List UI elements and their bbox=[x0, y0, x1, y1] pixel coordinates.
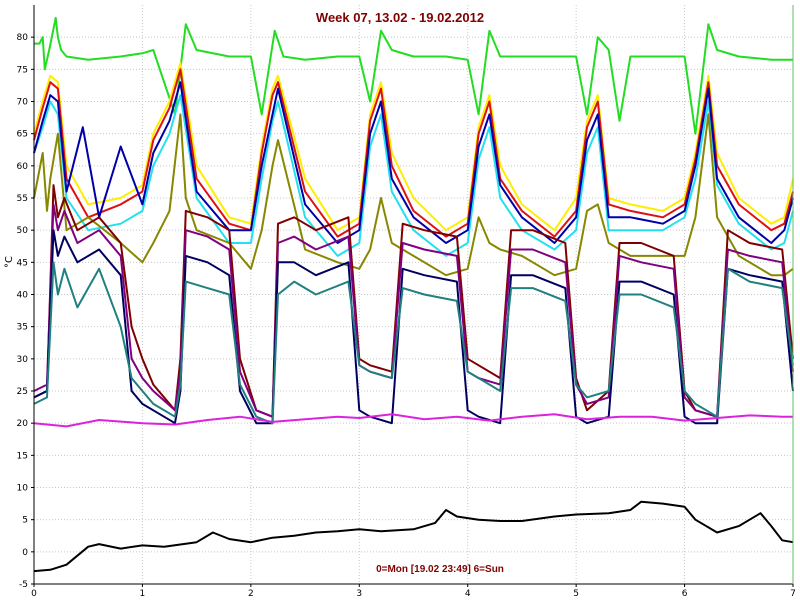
y-tick-label: 55 bbox=[17, 194, 28, 204]
series-line-7 bbox=[33, 184, 794, 418]
x-axis-label: 0=Mon [19.02 23:49] 6=Sun bbox=[376, 564, 504, 575]
y-tick-label: 0 bbox=[22, 548, 28, 558]
x-tick-label: 2 bbox=[248, 589, 254, 599]
series-line-1 bbox=[34, 16, 793, 135]
y-tick-label: 20 bbox=[17, 419, 29, 429]
y-tick-label: 15 bbox=[17, 451, 28, 461]
x-tick-label: 4 bbox=[465, 589, 471, 599]
y-tick-label: 40 bbox=[17, 291, 29, 301]
y-tick-label: 45 bbox=[17, 258, 28, 268]
series-line-11 bbox=[33, 413, 793, 428]
x-tick-label: 6 bbox=[682, 589, 688, 599]
y-tick-label: 5 bbox=[22, 516, 28, 526]
series-line-10 bbox=[33, 261, 794, 425]
y-tick-label: 30 bbox=[17, 355, 29, 365]
series-line-6 bbox=[33, 113, 794, 277]
series-line-3 bbox=[33, 68, 794, 238]
chart-title: Week 07, 13.02 - 19.02.2012 bbox=[316, 10, 484, 25]
series-line-5 bbox=[33, 81, 794, 244]
x-tick-label: 5 bbox=[573, 589, 579, 599]
series-line-12 bbox=[33, 500, 794, 573]
y-tick-label: 80 bbox=[17, 33, 29, 43]
y-tick-label: 10 bbox=[17, 484, 29, 494]
y-tick-label: 25 bbox=[17, 387, 28, 397]
y-tick-label: 65 bbox=[17, 130, 28, 140]
series-line-2 bbox=[33, 61, 794, 232]
x-tick-label: 0 bbox=[31, 589, 37, 599]
series-line-4 bbox=[33, 94, 794, 257]
x-tick-label: 1 bbox=[140, 589, 146, 599]
y-tick-label: 70 bbox=[17, 98, 29, 108]
x-tick-label: 7 bbox=[790, 589, 796, 599]
x-tick-label: 3 bbox=[356, 589, 362, 599]
y-tick-label: -5 bbox=[19, 580, 28, 590]
y-tick-label: 50 bbox=[17, 226, 29, 236]
y-tick-label: 60 bbox=[17, 162, 29, 172]
y-tick-label: 35 bbox=[17, 323, 28, 333]
y-tick-label: 75 bbox=[17, 65, 28, 75]
series-lines bbox=[33, 16, 794, 573]
y-axis-label: °C bbox=[4, 256, 15, 268]
